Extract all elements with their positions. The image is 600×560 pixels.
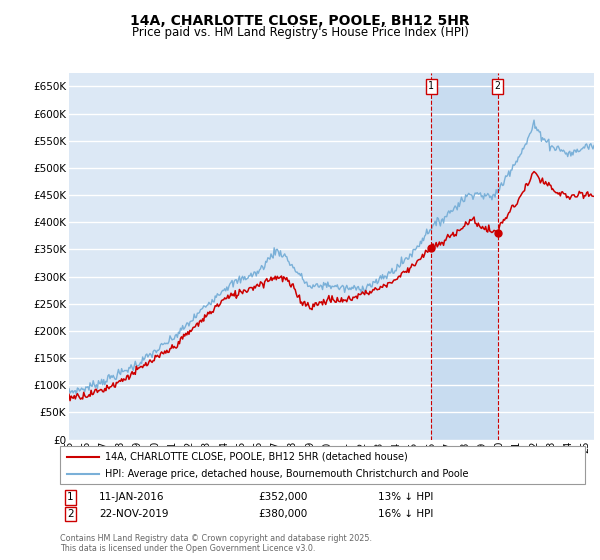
Text: 1: 1 — [428, 81, 434, 91]
Text: 14A, CHARLOTTE CLOSE, POOLE, BH12 5HR: 14A, CHARLOTTE CLOSE, POOLE, BH12 5HR — [130, 14, 470, 28]
Text: 14A, CHARLOTTE CLOSE, POOLE, BH12 5HR (detached house): 14A, CHARLOTTE CLOSE, POOLE, BH12 5HR (d… — [105, 452, 408, 462]
Text: 22-NOV-2019: 22-NOV-2019 — [99, 509, 169, 519]
Text: 13% ↓ HPI: 13% ↓ HPI — [378, 492, 433, 502]
Text: 16% ↓ HPI: 16% ↓ HPI — [378, 509, 433, 519]
Text: 2: 2 — [67, 509, 74, 519]
Text: 11-JAN-2016: 11-JAN-2016 — [99, 492, 164, 502]
Text: HPI: Average price, detached house, Bournemouth Christchurch and Poole: HPI: Average price, detached house, Bour… — [105, 469, 469, 479]
Text: Contains HM Land Registry data © Crown copyright and database right 2025.
This d: Contains HM Land Registry data © Crown c… — [60, 534, 372, 553]
Text: 1: 1 — [67, 492, 74, 502]
Text: 2: 2 — [494, 81, 500, 91]
Text: £352,000: £352,000 — [258, 492, 307, 502]
Text: £380,000: £380,000 — [258, 509, 307, 519]
Text: Price paid vs. HM Land Registry's House Price Index (HPI): Price paid vs. HM Land Registry's House … — [131, 26, 469, 39]
Bar — [431, 73, 497, 440]
